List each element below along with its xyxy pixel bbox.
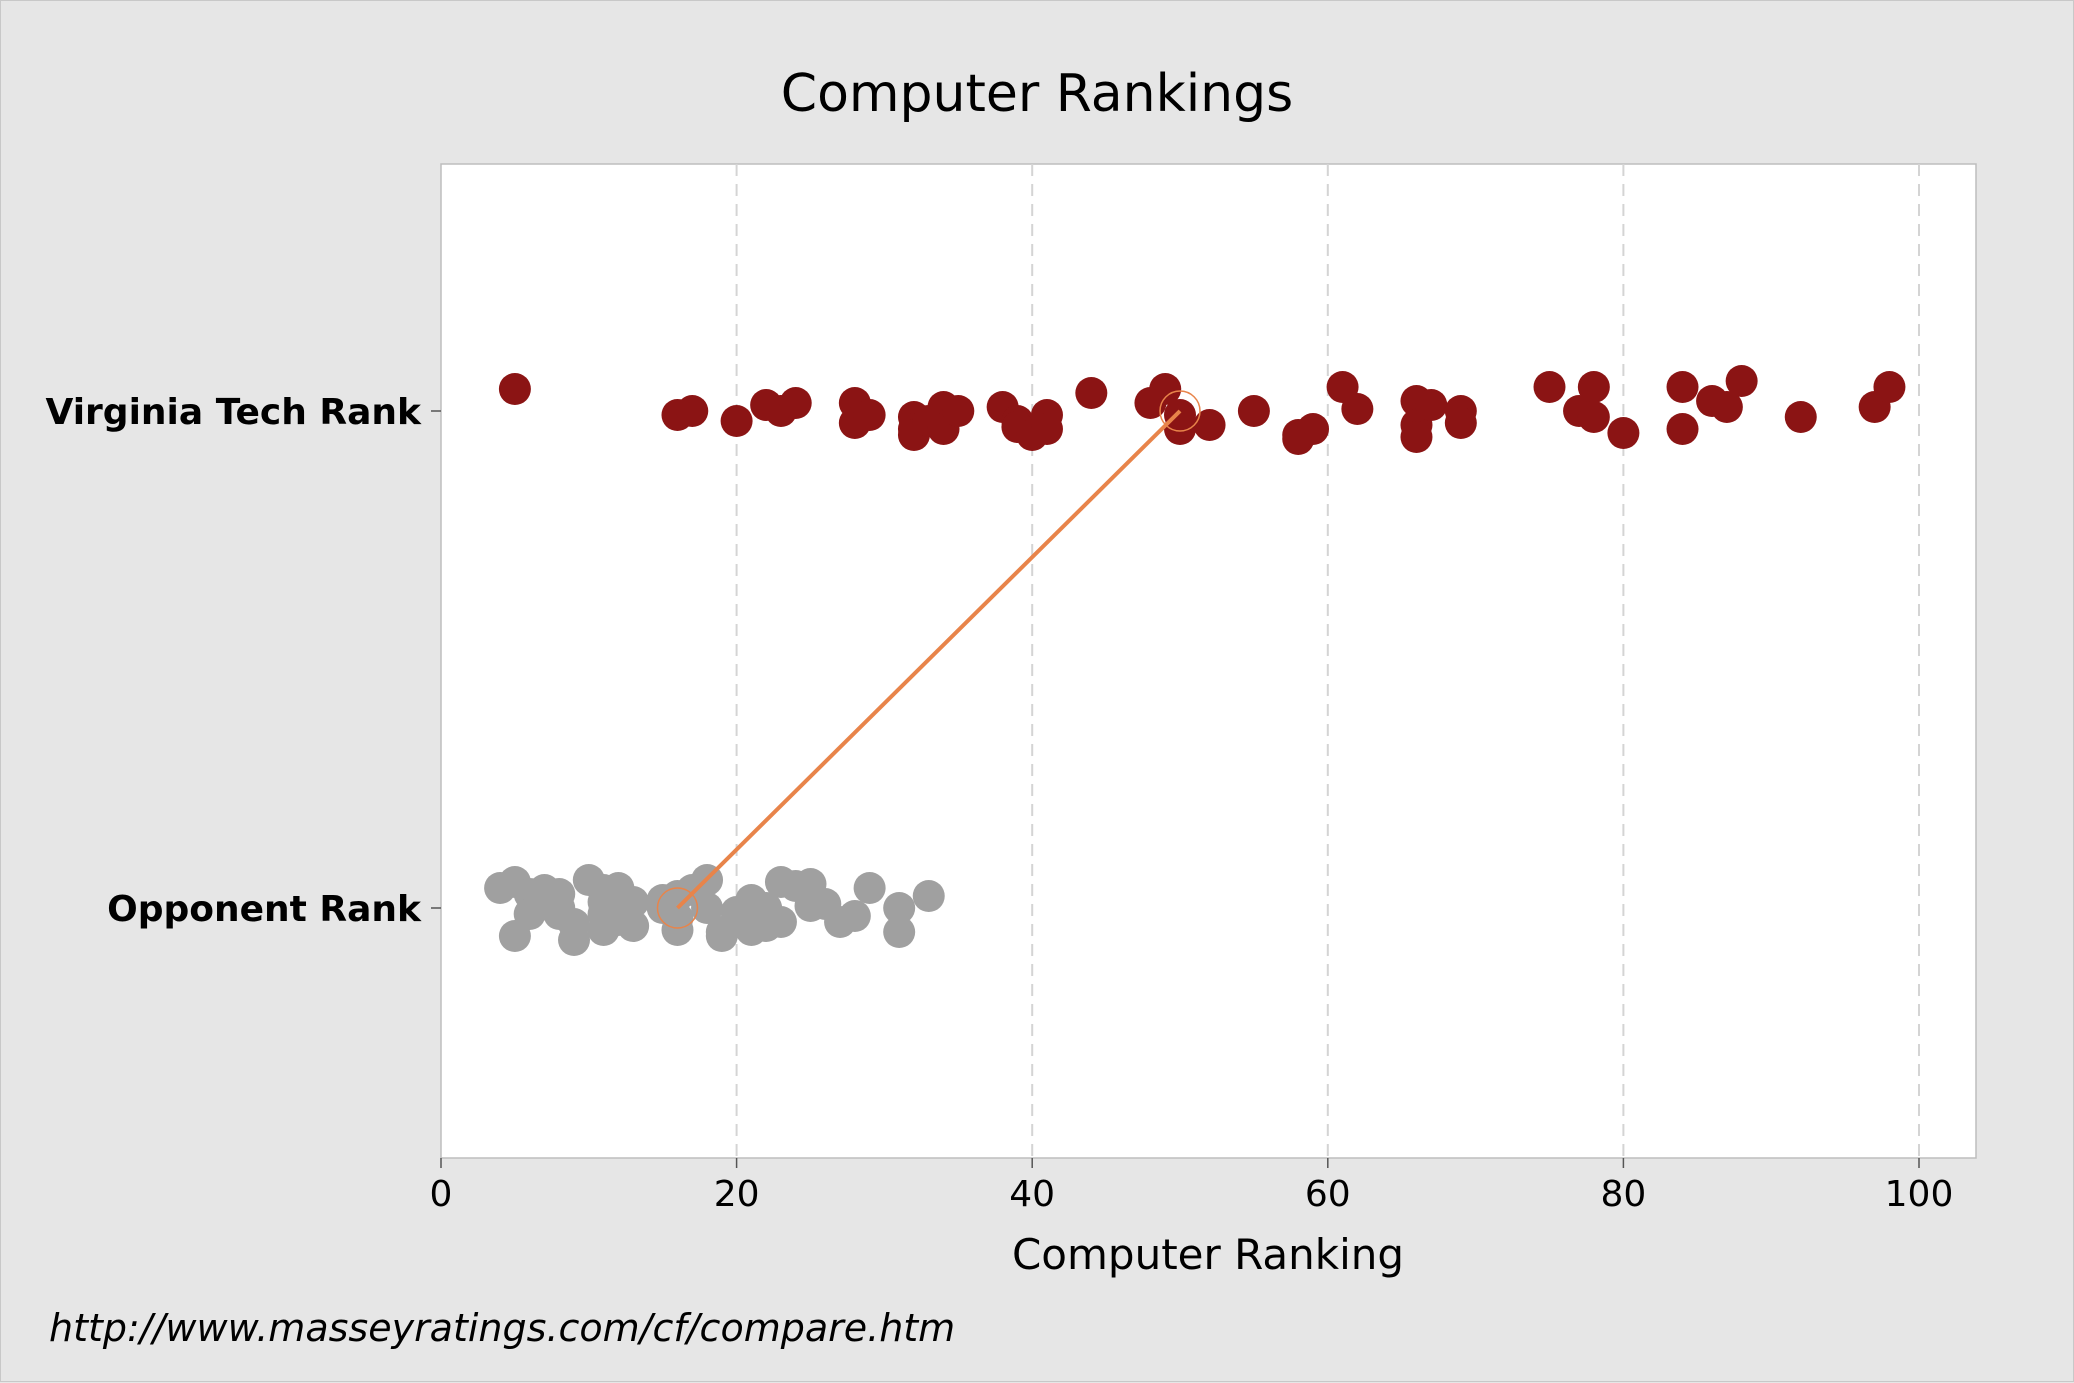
virginia-tech-rank-point [942,395,975,427]
highlight-link [656,390,1201,929]
virginia-tech-rank-point [1873,371,1906,403]
virginia-tech-rank-point [1577,401,1610,433]
virginia-tech-rank-point [1030,413,1063,445]
virginia-tech-rank-point [779,387,812,419]
x-tick-label: 0 [430,1174,453,1215]
opponent-rank-point [883,916,916,948]
virginia-tech-rank-point [1237,395,1270,427]
highlight-line [676,409,1182,910]
virginia-tech-rank-point [1710,391,1743,423]
virginia-tech-rank-point [1444,407,1477,439]
virginia-tech-rank-point [1415,389,1448,421]
opponent-rank-point [617,886,650,918]
virginia-tech-rank-point [1784,401,1817,433]
virginia-tech-rank-point [1075,377,1108,409]
x-tick-label: 100 [1885,1174,1954,1215]
grid-lines [735,164,1920,1158]
opponent-rank-point [705,920,738,952]
chart-title: Computer Rankings [781,64,1293,124]
virginia-tech-rank-point [1533,371,1566,403]
opponent-rank-point [853,872,886,904]
virginia-tech-rank-point [1149,373,1182,405]
virginia-tech-rank-point [720,405,753,437]
opponent-rank-point [558,924,591,956]
opponent-rank-point [617,910,650,942]
data-points [484,365,1906,956]
x-tick-label: 60 [1305,1174,1351,1215]
opponent-rank-point [661,914,694,946]
virginia-tech-rank-point [498,373,531,405]
category-label: Opponent Rank [107,889,422,930]
virginia-tech-rank-point [676,395,709,427]
virginia-tech-rank-point [1400,421,1433,453]
opponent-rank-point [883,892,916,924]
virginia-tech-rank-point [1341,393,1374,425]
virginia-tech-rank-point [853,399,886,431]
opponent-rank-point [691,892,724,924]
virginia-tech-rank-point [1666,413,1699,445]
highlight-ring-start [1159,390,1201,432]
virginia-tech-rank-point [1607,417,1640,449]
virginia-tech-rank-point [1725,365,1758,397]
category-label: Virginia Tech Rank [45,392,422,433]
virginia-tech-rank-point [1193,409,1226,441]
virginia-tech-rank-point [1577,371,1610,403]
plot-area [440,163,1977,1159]
opponent-rank-point [764,906,797,938]
highlight-ring-end [656,887,699,929]
x-tick-label: 80 [1600,1174,1646,1215]
x-axis-title: Computer Ranking [1012,1230,1404,1279]
virginia-tech-rank-point [1164,413,1196,445]
x-tick-label: 20 [714,1174,760,1215]
opponent-rank-point [912,880,945,912]
opponent-rank-point [838,900,871,932]
x-tick-label: 40 [1009,1174,1055,1215]
axes: 0 20 40 60 80 100 Virginia Tech Rank Opponent R… [45,392,1953,1215]
virginia-tech-rank-point [1666,371,1699,403]
source-note: http://www.masseyratings.com/cf/compare.… [49,1306,956,1350]
virginia-tech-rank-point [1297,413,1330,445]
